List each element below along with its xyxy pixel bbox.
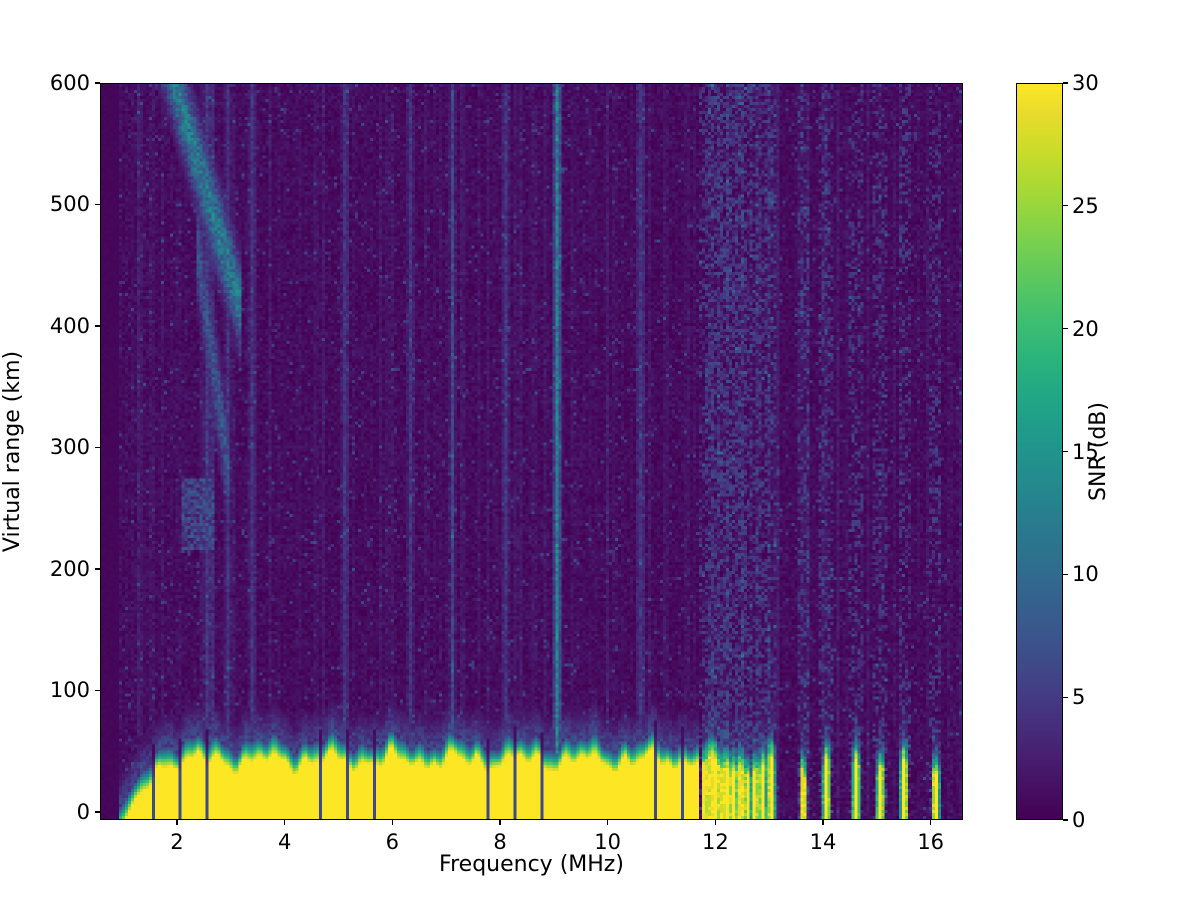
x-tick-mark — [391, 820, 393, 825]
x-tick-label: 4 — [277, 830, 292, 854]
y-tick-label: 600 — [49, 71, 90, 95]
y-tick-mark — [95, 82, 100, 84]
colorbar-tick-mark — [1063, 328, 1068, 330]
x-tick-label: 14 — [809, 830, 837, 854]
x-tick-mark — [607, 820, 609, 825]
colorbar-tick-label: 25 — [1072, 193, 1099, 218]
colorbar-gradient — [1016, 83, 1063, 820]
colorbar-tick-mark — [1063, 573, 1068, 575]
y-tick-label: 200 — [49, 556, 90, 581]
y-tick-mark — [95, 689, 100, 692]
x-tick-mark — [499, 820, 501, 825]
x-tick-label: 2 — [170, 830, 184, 854]
colorbar-tick-label: 30 — [1072, 71, 1099, 95]
x-tick-mark — [714, 820, 716, 825]
colorbar-tick-mark — [1063, 82, 1068, 84]
x-tick-mark — [822, 820, 824, 825]
colorbar-tick-label: 5 — [1072, 685, 1086, 710]
x-axis-label: Frequency (MHz) — [439, 852, 624, 877]
x-tick-mark — [930, 820, 932, 825]
y-tick-mark — [95, 203, 100, 206]
colorbar-tick-mark — [1063, 205, 1068, 207]
colorbar-tick-label: 15 — [1072, 439, 1099, 464]
colorbar-tick-mark — [1063, 450, 1068, 453]
x-tick-label: 6 — [385, 830, 400, 854]
y-tick-label: 400 — [49, 313, 90, 338]
colorbar-tick-mark — [1063, 696, 1068, 698]
y-tick-label: 100 — [49, 678, 90, 703]
ionogram-heatmap — [101, 84, 962, 819]
x-tick-mark — [284, 820, 286, 825]
y-tick-label: 0 — [76, 799, 90, 824]
colorbar-tick-mark — [1063, 819, 1068, 821]
colorbar-tick-label: 10 — [1072, 562, 1099, 587]
x-tick-label: 10 — [594, 830, 622, 854]
y-tick-mark — [95, 811, 100, 813]
x-tick-label: 16 — [917, 830, 945, 854]
y-axis-label: Virtual range (km) — [0, 350, 25, 553]
colorbar-group: 0 5 10 15 20 25 30 — [1016, 71, 1099, 832]
heatmap-axes — [100, 83, 963, 820]
y-tick-mark — [95, 325, 100, 327]
y-tick-label: 500 — [49, 192, 90, 217]
y-tick-mark — [95, 446, 100, 449]
y-tick-label: 300 — [49, 435, 90, 460]
colorbar-tick-label: 0 — [1072, 808, 1086, 832]
x-tick-mark — [176, 820, 178, 825]
y-tick-mark — [95, 568, 100, 570]
colorbar-label: SNR (dB) — [1086, 402, 1111, 501]
x-tick-label: 12 — [701, 830, 729, 854]
colorbar-tick-label: 20 — [1072, 316, 1099, 341]
x-tick-label: 8 — [493, 830, 507, 854]
